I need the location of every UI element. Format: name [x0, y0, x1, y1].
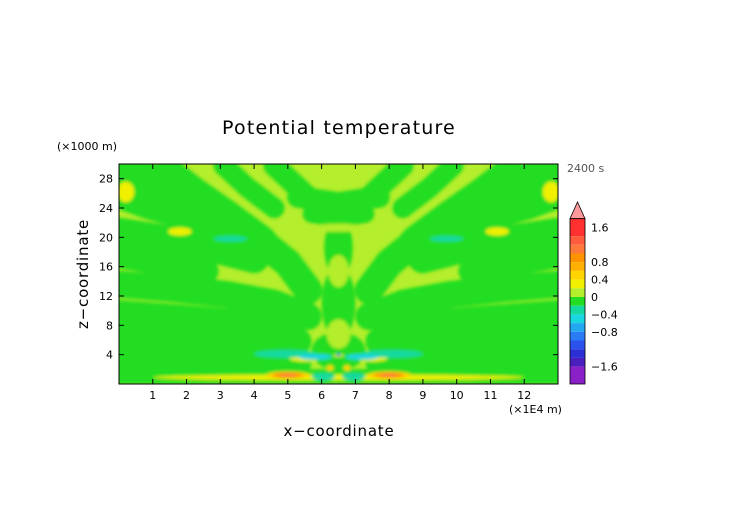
colorbar-label: 0.4 [591, 274, 609, 287]
contour-band [119, 270, 322, 330]
x-tick-label: 11 [483, 389, 497, 402]
x-tick-label: 1 [149, 389, 156, 402]
x-tick-label: 3 [217, 389, 224, 402]
chart-title: Potential temperature [222, 117, 456, 139]
contour-band [155, 164, 299, 278]
contour-features [119, 164, 558, 384]
contour-blob [326, 319, 351, 349]
colorbar: 1.6 0.8 0.4 0 −0.4 −0.8 −1.6 [569, 201, 618, 385]
x-unit-label: (×1E4 m) [509, 403, 562, 416]
colorbar-swatch [570, 218, 585, 237]
contour-band [119, 325, 300, 365]
y-tick-label: 28 [99, 173, 113, 186]
contour-band [365, 348, 558, 373]
contour-band [213, 164, 285, 219]
y-tick-label: 16 [99, 261, 113, 274]
contour-band [287, 186, 390, 214]
contour-blob [335, 353, 342, 356]
contour-band [355, 270, 558, 330]
y-tick-label: 8 [106, 319, 113, 332]
contour-band [458, 244, 558, 283]
colorbar-swatch [570, 253, 585, 263]
contour-blob [213, 235, 248, 242]
x-tick-label: 4 [251, 389, 258, 402]
colorbar-swatch [570, 244, 585, 254]
contour-blob [279, 373, 297, 377]
time-label: 2400 s [567, 162, 604, 175]
contour-blob [429, 235, 464, 242]
contour-band [119, 348, 312, 373]
contour-blob [542, 181, 558, 203]
plot-area [119, 164, 558, 384]
contour-blob [168, 227, 192, 236]
contour-blob [341, 373, 366, 381]
colorbar-swatch [570, 279, 585, 289]
contour-blob [321, 266, 356, 340]
contour-blob [345, 354, 379, 360]
contour-band [119, 217, 270, 274]
contour-band [378, 164, 522, 278]
colorbar-label: −0.8 [591, 326, 618, 339]
colorbar-swatch [570, 288, 585, 297]
contour-blob [152, 374, 525, 381]
colorbar-label: 0.8 [591, 256, 609, 269]
x-tick-label: 8 [386, 389, 393, 402]
contour-blob [380, 373, 398, 377]
colorbar-swatch [570, 331, 585, 341]
y-unit-label: (×1000 m) [57, 140, 117, 153]
contour-band [119, 300, 312, 355]
colorbar-swatch [570, 314, 585, 324]
colorbar-label: −1.6 [591, 361, 618, 374]
contour-band [407, 217, 558, 274]
x-tick-label: 2 [183, 389, 190, 402]
colorbar-swatch [570, 270, 585, 280]
colorbar-swatch [570, 262, 585, 271]
colorbar-swatch [570, 357, 585, 367]
x-tick-label: 10 [450, 389, 464, 402]
colorbar-swatch [570, 349, 585, 358]
y-tick-label: 4 [106, 349, 113, 362]
contour-blob [326, 365, 334, 371]
y-tick-label: 12 [99, 290, 113, 303]
x-tick-label: 5 [284, 389, 291, 402]
colorbar-swatch [570, 366, 585, 384]
contour-blob [311, 223, 366, 232]
contour-blob [311, 373, 336, 381]
contour-band [119, 244, 219, 283]
x-tick-label: 12 [517, 389, 531, 402]
contour-blob [298, 354, 332, 360]
colorbar-swatch [570, 305, 585, 315]
x-tick-label: 6 [318, 389, 325, 402]
colorbar-swatch [570, 297, 585, 306]
y-tick-label: 20 [99, 231, 113, 244]
contour-blob [485, 227, 510, 236]
contour-band [377, 325, 558, 365]
contour-blob [343, 365, 351, 371]
colorbar-swatch [570, 340, 585, 350]
contour-band [365, 300, 558, 355]
colorbar-label: −0.4 [591, 308, 618, 321]
colorbar-frame [569, 218, 586, 385]
x-axis: 1 2 3 4 5 6 7 8 9 10 11 12 [149, 164, 531, 402]
y-axis-label: z−coordinate [74, 219, 92, 329]
colorbar-triangle [569, 201, 586, 220]
contour-blob [311, 331, 366, 371]
x-tick-label: 7 [352, 389, 359, 402]
y-tick-label: 24 [99, 202, 113, 215]
x-axis-label: x−coordinate [283, 422, 394, 440]
contour-blob [119, 181, 135, 203]
colorbar-label: 0 [591, 291, 598, 304]
colorbar-swatch [570, 236, 585, 245]
contour-band [119, 178, 229, 238]
colorbar-label: 1.6 [591, 221, 609, 234]
x-tick-label: 9 [419, 389, 426, 402]
contour-band [392, 164, 464, 219]
contour-band [448, 178, 558, 238]
y-axis: 4 8 12 16 20 24 28 [99, 173, 558, 362]
contour-blob [328, 255, 349, 288]
colorbar-swatch [570, 323, 585, 332]
plot-frame [118, 163, 559, 385]
